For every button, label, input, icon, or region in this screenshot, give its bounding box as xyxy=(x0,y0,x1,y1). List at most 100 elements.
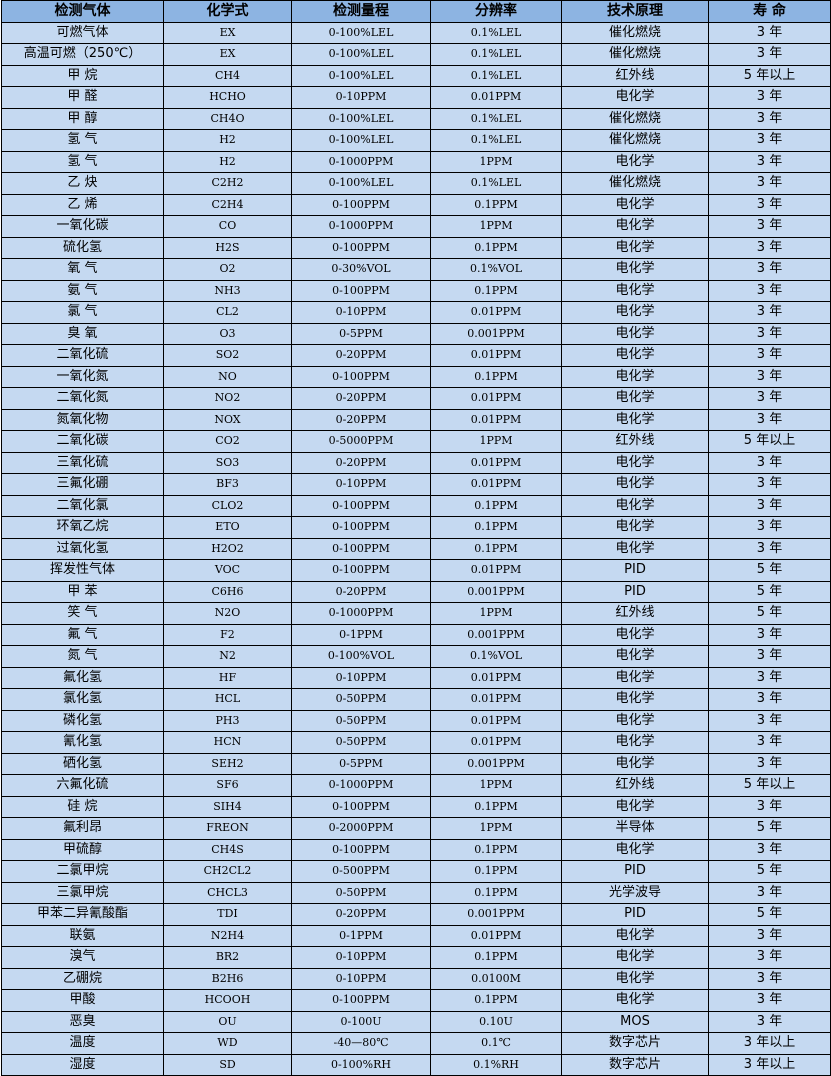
cell-formula: HCHO xyxy=(163,86,292,109)
cell-range: 0-500PPM xyxy=(291,860,431,883)
cell-lifetime: 3 年 xyxy=(708,881,831,904)
cell-range: 0-100PPM xyxy=(291,365,431,388)
cell-formula: CO2 xyxy=(163,430,292,453)
cell-resolution: 0.01PPM xyxy=(430,86,562,109)
cell-gas: 过氧化氢 xyxy=(1,537,164,560)
header-range: 检测量程 xyxy=(291,0,431,23)
cell-range: 0-50PPM xyxy=(291,881,431,904)
cell-formula: SD xyxy=(163,1053,292,1076)
cell-principle: 电化学 xyxy=(561,215,709,238)
cell-lifetime: 3 年 xyxy=(708,709,831,732)
table-row: 甲 醛 HCHO 0-10PPM 0.01PPM 电化学 3 年 xyxy=(1,86,831,109)
cell-resolution: 0.01PPM xyxy=(430,473,562,496)
cell-gas: 乙 炔 xyxy=(1,172,164,195)
cell-lifetime: 5 年 xyxy=(708,817,831,840)
table-row: 二氧化硫 SO2 0-20PPM 0.01PPM 电化学 3 年 xyxy=(1,344,831,367)
cell-range: -40—80℃ xyxy=(291,1032,431,1055)
table-row: 氯 气 CL2 0-10PPM 0.01PPM 电化学 3 年 xyxy=(1,301,831,324)
cell-resolution: 0.1%LEL xyxy=(430,43,562,66)
cell-gas: 甲 烷 xyxy=(1,64,164,87)
cell-range: 0-100PPM xyxy=(291,838,431,861)
cell-resolution: 1PPM xyxy=(430,817,562,840)
table-row: 挥发性气体 VOC 0-100PPM 0.01PPM PID 5 年 xyxy=(1,559,831,582)
cell-principle: 催化燃烧 xyxy=(561,129,709,152)
cell-range: 0-100PPM xyxy=(291,989,431,1012)
cell-gas: 六氟化硫 xyxy=(1,774,164,797)
cell-principle: 电化学 xyxy=(561,666,709,689)
cell-lifetime: 3 年 xyxy=(708,387,831,410)
cell-formula: TDI xyxy=(163,903,292,926)
cell-resolution: 0.01PPM xyxy=(430,387,562,410)
cell-principle: 催化燃烧 xyxy=(561,172,709,195)
table-row: 二氯甲烷 CH2CL2 0-500PPM 0.1PPM PID 5 年 xyxy=(1,860,831,883)
cell-principle: 电化学 xyxy=(561,365,709,388)
cell-principle: 电化学 xyxy=(561,86,709,109)
cell-formula: C2H2 xyxy=(163,172,292,195)
table-row: 甲 苯 C6H6 0-20PPM 0.001PPM PID 5 年 xyxy=(1,580,831,603)
cell-principle: 数字芯片 xyxy=(561,1032,709,1055)
cell-range: 0-1000PPM xyxy=(291,215,431,238)
cell-resolution: 0.1PPM xyxy=(430,193,562,216)
cell-resolution: 1PPM xyxy=(430,150,562,173)
cell-resolution: 0.1%VOL xyxy=(430,258,562,281)
cell-principle: 红外线 xyxy=(561,64,709,87)
cell-gas: 硅 烷 xyxy=(1,795,164,818)
cell-principle: 电化学 xyxy=(561,150,709,173)
cell-gas: 二氧化硫 xyxy=(1,344,164,367)
cell-gas: 甲苯二异氰酸酯 xyxy=(1,903,164,926)
cell-principle: 电化学 xyxy=(561,924,709,947)
cell-formula: CH4 xyxy=(163,64,292,87)
cell-lifetime: 3 年 xyxy=(708,215,831,238)
table-row: 硒化氢 SEH2 0-5PPM 0.001PPM 电化学 3 年 xyxy=(1,752,831,775)
cell-gas: 可燃气体 xyxy=(1,21,164,44)
cell-formula: BR2 xyxy=(163,946,292,969)
cell-lifetime: 3 年 xyxy=(708,301,831,324)
cell-lifetime: 5 年 xyxy=(708,580,831,603)
cell-principle: 电化学 xyxy=(561,537,709,560)
cell-principle: 电化学 xyxy=(561,408,709,431)
cell-gas: 二氧化氯 xyxy=(1,494,164,517)
cell-gas: 氟利昂 xyxy=(1,817,164,840)
cell-range: 0-30%VOL xyxy=(291,258,431,281)
cell-formula: HCL xyxy=(163,688,292,711)
cell-formula: ETO xyxy=(163,516,292,539)
cell-principle: 电化学 xyxy=(561,344,709,367)
cell-formula: C2H4 xyxy=(163,193,292,216)
cell-resolution: 0.0100M xyxy=(430,967,562,990)
cell-lifetime: 3 年 xyxy=(708,688,831,711)
cell-gas: 二氯甲烷 xyxy=(1,860,164,883)
cell-resolution: 0.001PPM xyxy=(430,752,562,775)
cell-principle: 电化学 xyxy=(561,193,709,216)
cell-formula: CLO2 xyxy=(163,494,292,517)
cell-lifetime: 5 年 xyxy=(708,903,831,926)
cell-gas: 一氧化碳 xyxy=(1,215,164,238)
table-row: 六氟化硫 SF6 0-1000PPM 1PPM 红外线 5 年以上 xyxy=(1,774,831,797)
cell-gas: 二氧化碳 xyxy=(1,430,164,453)
cell-range: 0-20PPM xyxy=(291,387,431,410)
cell-formula: EX xyxy=(163,21,292,44)
table-row: 氮氧化物 NOX 0-20PPM 0.01PPM 电化学 3 年 xyxy=(1,408,831,431)
cell-lifetime: 3 年 xyxy=(708,731,831,754)
header-principle: 技术原理 xyxy=(561,0,709,23)
cell-lifetime: 3 年 xyxy=(708,21,831,44)
cell-lifetime: 3 年 xyxy=(708,365,831,388)
cell-gas: 湿度 xyxy=(1,1053,164,1076)
table-row: 甲苯二异氰酸酯 TDI 0-20PPM 0.001PPM PID 5 年 xyxy=(1,903,831,926)
cell-formula: CH4S xyxy=(163,838,292,861)
header-gas: 检测气体 xyxy=(1,0,164,23)
table-row: 环氧乙烷 ETO 0-100PPM 0.1PPM 电化学 3 年 xyxy=(1,516,831,539)
table-row: 硫化氢 H2S 0-100PPM 0.1PPM 电化学 3 年 xyxy=(1,236,831,259)
cell-range: 0-100PPM xyxy=(291,193,431,216)
cell-formula: HCOOH xyxy=(163,989,292,1012)
cell-gas: 三氟化硼 xyxy=(1,473,164,496)
cell-range: 0-100%LEL xyxy=(291,43,431,66)
cell-lifetime: 5 年 xyxy=(708,602,831,625)
cell-lifetime: 3 年以上 xyxy=(708,1053,831,1076)
cell-gas: 硫化氢 xyxy=(1,236,164,259)
cell-range: 0-10PPM xyxy=(291,967,431,990)
cell-principle: 数字芯片 xyxy=(561,1053,709,1076)
cell-formula: EX xyxy=(163,43,292,66)
cell-principle: 电化学 xyxy=(561,236,709,259)
cell-principle: 电化学 xyxy=(561,752,709,775)
cell-principle: 半导体 xyxy=(561,817,709,840)
